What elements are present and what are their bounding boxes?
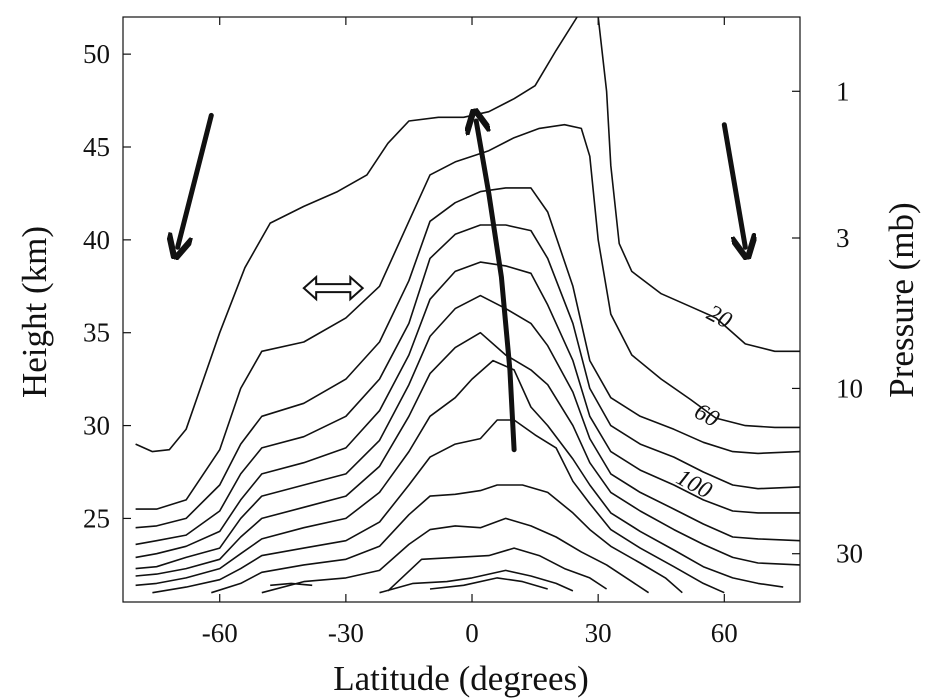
y-axis-title: Height (km) [15,226,54,398]
contour-value-label: 100 [672,464,716,504]
y2-axis: 1 3 10 30 [792,76,863,569]
contour-value-label: 20 [702,300,735,334]
contour-line [152,419,725,594]
y2-axis-title: Pressure (mb) [882,202,921,397]
contour-labels: 20 60 100 [672,300,736,504]
contour-value-label: 60 [690,399,723,433]
y-tick-label: 45 [83,132,110,162]
contour-line [135,331,801,577]
y2-tick-label: 1 [836,76,850,106]
plot-frame [122,16,801,603]
contour-line [135,359,784,588]
y-tick-label: 40 [83,225,110,255]
contour-line [135,16,578,453]
contour-line [261,517,650,594]
descent-arrow [178,112,214,247]
x-axis: -60 -30 0 30 60 [202,17,738,648]
descent-arrow [721,122,745,248]
y2-tick-label: 3 [836,223,850,253]
y-tick-label: 35 [83,318,110,348]
y-tick-label: 25 [83,503,110,533]
y-axis: 25 30 35 40 45 50 [83,39,131,533]
circulation-arrows [178,112,746,453]
x-tick-label: 60 [711,618,738,648]
contour-lines [135,16,801,594]
ascent-arrow [476,121,517,453]
contour-line [597,16,800,353]
x-tick-label: -30 [328,618,364,648]
contour-line [270,582,313,587]
contour-line [135,123,800,510]
y2-tick-label: 30 [836,539,863,569]
y-tick-label: 30 [83,411,110,441]
contour-line [429,577,548,590]
contour-line [135,187,801,529]
contour-line [379,569,574,594]
x-tick-label: -60 [202,618,238,648]
x-tick-label: 30 [585,618,612,648]
contour-line [211,484,683,594]
contour-line [387,547,608,592]
contour-line [135,224,801,546]
contour-line [135,261,800,559]
mixing-double-arrow [302,274,365,302]
x-tick-label: 0 [465,618,479,648]
x-axis-title: Latitude (degrees) [333,659,589,698]
y-tick-label: 50 [83,39,110,69]
y2-tick-label: 10 [836,373,863,403]
contour-line [135,294,801,570]
